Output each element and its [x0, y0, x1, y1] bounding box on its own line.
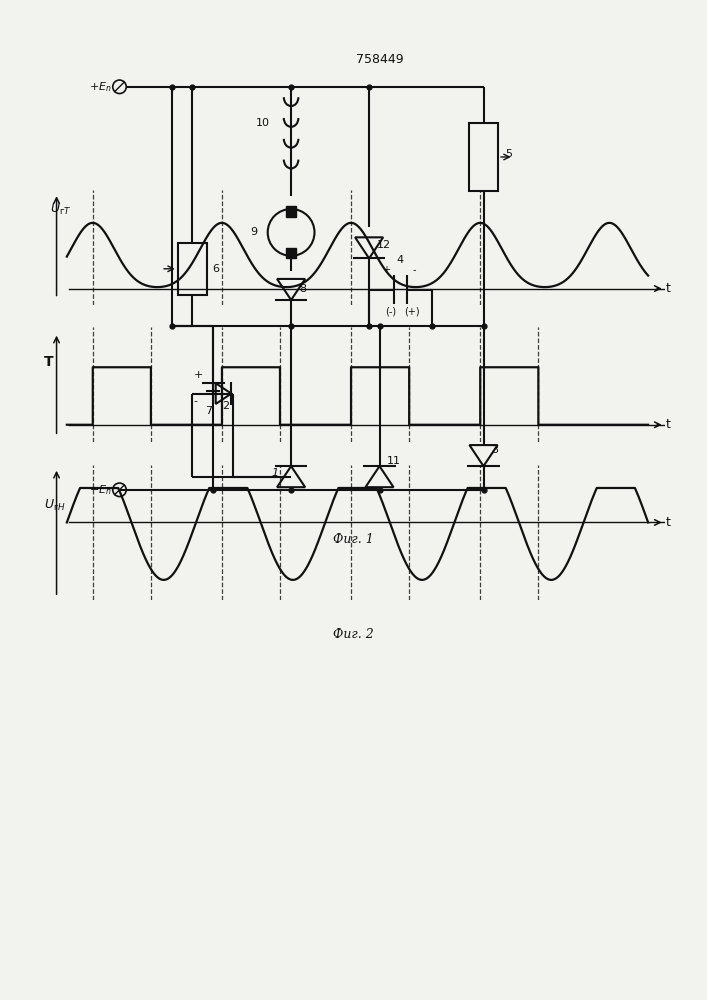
Text: $+E_n$: $+E_n$ [89, 80, 112, 94]
FancyBboxPatch shape [469, 123, 498, 191]
Text: Фиг. 2: Фиг. 2 [333, 629, 374, 642]
Text: 10: 10 [255, 118, 269, 128]
Text: t: t [665, 418, 670, 431]
Text: $U_{\mathsf{г}H}$: $U_{\mathsf{г}H}$ [45, 498, 66, 513]
Text: 5: 5 [506, 149, 513, 159]
Text: 3: 3 [491, 445, 498, 455]
Circle shape [268, 209, 315, 256]
Text: +: + [382, 265, 390, 275]
Bar [286, 206, 296, 217]
Text: (+): (+) [404, 307, 419, 317]
Text: t: t [665, 516, 670, 529]
Text: $-E_n$: $-E_n$ [89, 483, 112, 497]
Text: 12: 12 [377, 240, 391, 250]
Text: t: t [665, 282, 670, 295]
Text: 2: 2 [223, 401, 230, 411]
Bar [286, 248, 296, 258]
Text: $U_{\mathsf{г}T}$: $U_{\mathsf{г}T}$ [50, 202, 72, 217]
Text: 758449: 758449 [356, 53, 403, 66]
Text: 8: 8 [299, 284, 306, 294]
Text: T: T [45, 355, 54, 368]
Text: 1: 1 [271, 468, 279, 478]
Text: -: - [413, 265, 416, 275]
Text: 4: 4 [397, 255, 404, 265]
Text: (-): (-) [385, 307, 397, 317]
Text: -: - [193, 396, 197, 406]
Text: 7: 7 [205, 406, 212, 416]
FancyBboxPatch shape [177, 243, 207, 295]
Text: 11: 11 [387, 456, 402, 466]
Text: 6: 6 [212, 264, 219, 274]
Text: 9: 9 [250, 227, 257, 237]
Text: +: + [193, 370, 203, 380]
Text: Фиг. 1: Фиг. 1 [333, 533, 374, 546]
